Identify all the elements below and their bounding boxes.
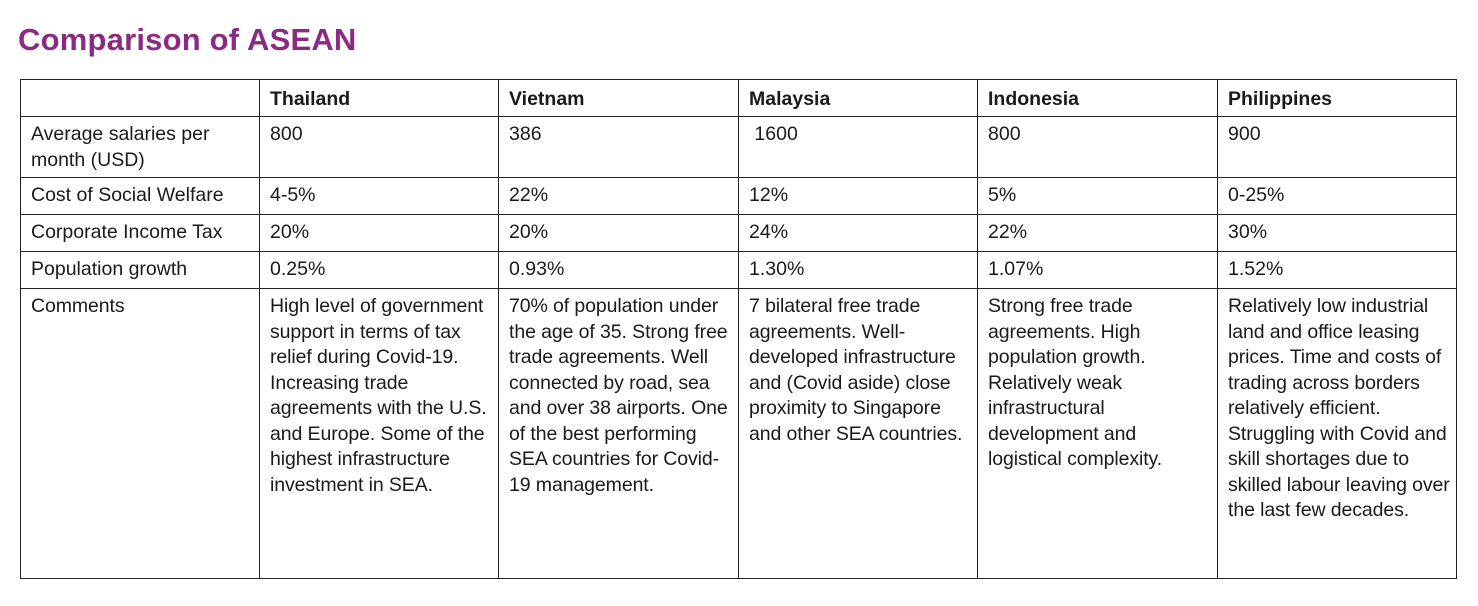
- table-cell: 1.07%: [977, 251, 1218, 289]
- table-cell: 20%: [498, 214, 739, 252]
- table-cell: High level of government support in term…: [259, 288, 499, 579]
- table-cell: Strong free trade agreements. High popul…: [977, 288, 1218, 579]
- table-cell: 0.25%: [259, 251, 499, 289]
- table-cell: 20%: [259, 214, 499, 252]
- header-philippines: Philippines: [1217, 79, 1457, 117]
- table-cell: 24%: [738, 214, 978, 252]
- table-cell: 70% of population under the age of 35. S…: [498, 288, 739, 579]
- header-indonesia: Indonesia: [977, 79, 1218, 117]
- table-cell: 5%: [977, 177, 1218, 215]
- row-label: Comments: [20, 288, 260, 579]
- table-row-salaries: Average salaries per month (USD) 800 386…: [20, 116, 1457, 178]
- table-cell: 386: [498, 116, 739, 178]
- table-row-income-tax: Corporate Income Tax 20% 20% 24% 22% 30%: [20, 214, 1457, 252]
- asean-comparison-table: Thailand Vietnam Malaysia Indonesia Phil…: [20, 79, 1457, 579]
- table-cell: 22%: [977, 214, 1218, 252]
- header-vietnam: Vietnam: [498, 79, 739, 117]
- table-cell: 4-5%: [259, 177, 499, 215]
- table-cell: 800: [259, 116, 499, 178]
- table-cell: 30%: [1217, 214, 1457, 252]
- row-label: Average salaries per month (USD): [20, 116, 260, 178]
- table-cell: 7 bilateral free trade agreements. Well-…: [738, 288, 978, 579]
- table-row-comments: Comments High level of government suppor…: [20, 288, 1457, 579]
- header-empty-cell: [20, 79, 260, 117]
- table-cell: 0.93%: [498, 251, 739, 289]
- table-cell: 22%: [498, 177, 739, 215]
- page-title: Comparison of ASEAN: [18, 22, 357, 57]
- table-cell: 0-25%: [1217, 177, 1457, 215]
- header-malaysia: Malaysia: [738, 79, 978, 117]
- table-cell: 900: [1217, 116, 1457, 178]
- row-label: Cost of Social Welfare: [20, 177, 260, 215]
- table-header-row: Thailand Vietnam Malaysia Indonesia Phil…: [20, 79, 1457, 117]
- table-row-social-welfare: Cost of Social Welfare 4-5% 22% 12% 5% 0…: [20, 177, 1457, 215]
- table-cell: 12%: [738, 177, 978, 215]
- table-cell: Relatively low industrial land and offic…: [1217, 288, 1457, 579]
- table-cell: 1.30%: [738, 251, 978, 289]
- row-label: Corporate Income Tax: [20, 214, 260, 252]
- header-thailand: Thailand: [259, 79, 499, 117]
- table-row-population-growth: Population growth 0.25% 0.93% 1.30% 1.07…: [20, 251, 1457, 289]
- row-label: Population growth: [20, 251, 260, 289]
- table-cell: 1.52%: [1217, 251, 1457, 289]
- table-cell: 1600: [738, 116, 978, 178]
- table-cell: 800: [977, 116, 1218, 178]
